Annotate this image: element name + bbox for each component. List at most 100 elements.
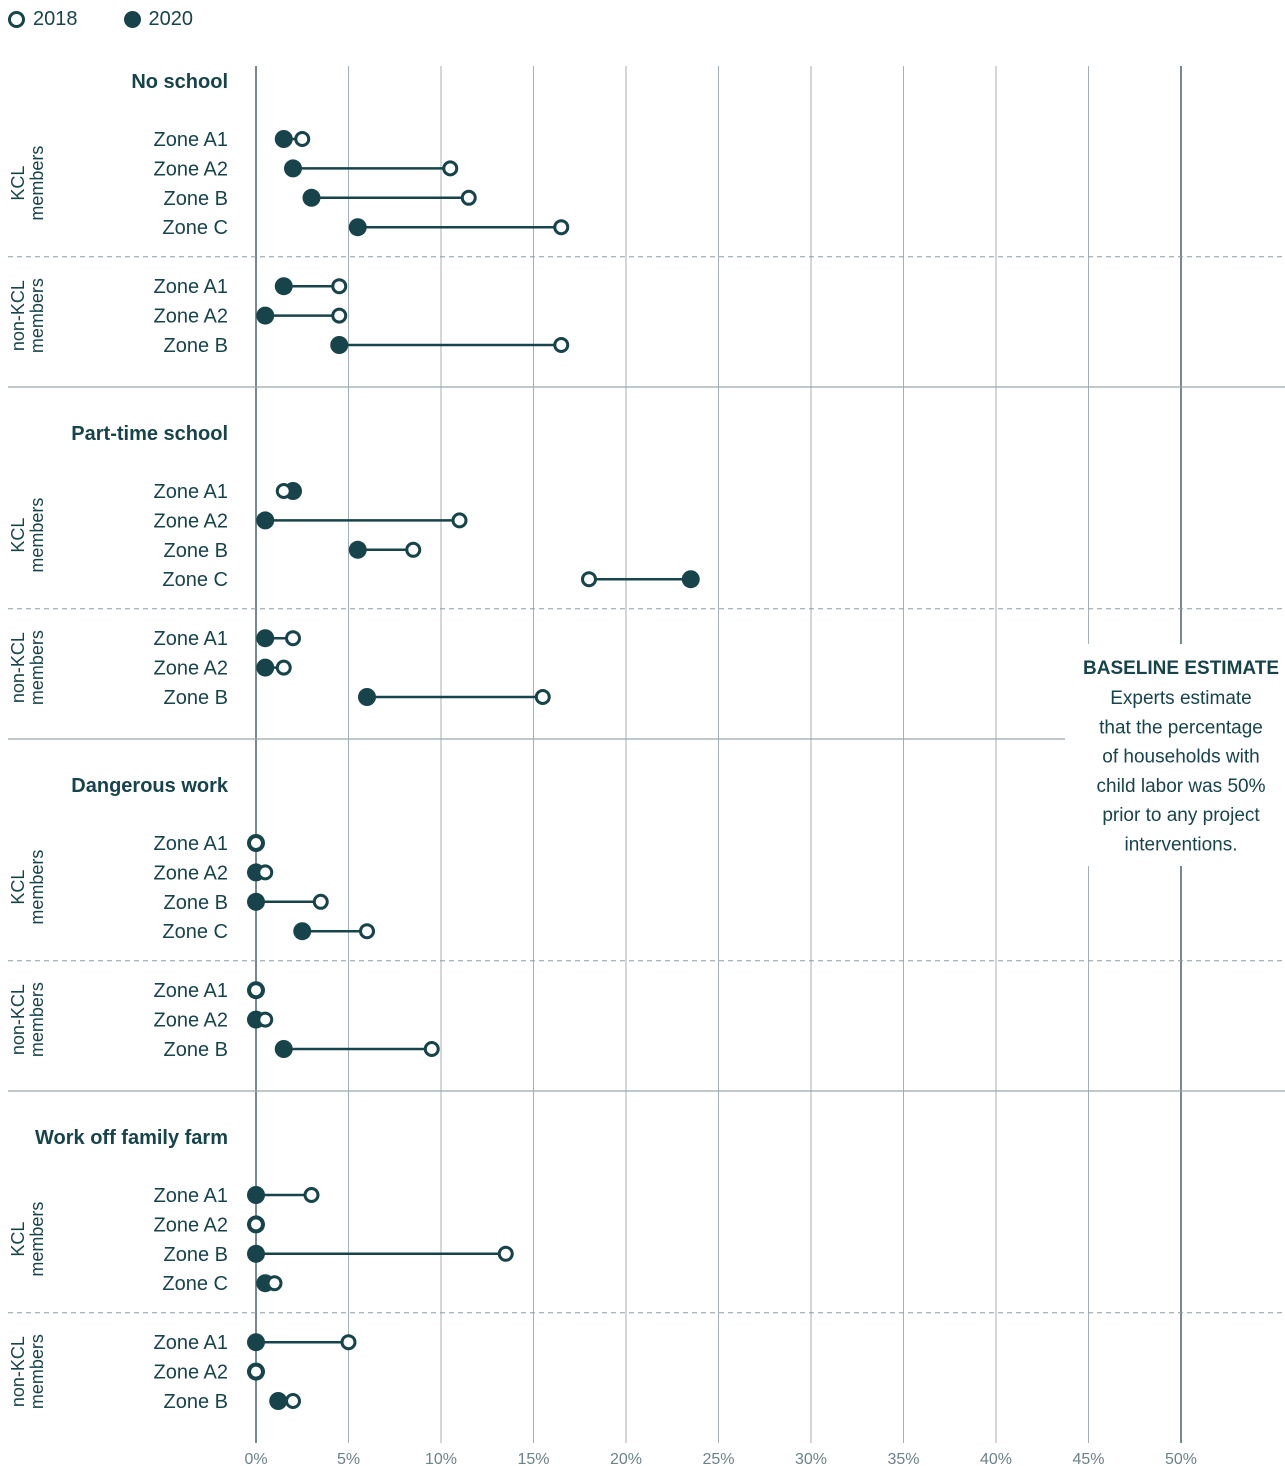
legend: 2018 2020: [8, 8, 193, 31]
zone-label: Zone A1: [153, 481, 228, 503]
zone-label: Zone A1: [153, 276, 228, 298]
annotation-background: [1065, 644, 1285, 866]
group-label-line: non-KCL: [8, 632, 28, 703]
point-2018: [275, 659, 292, 676]
zone-label: Zone A2: [153, 1010, 228, 1032]
point-2020: [247, 1244, 265, 1263]
zone-label: Zone B: [164, 188, 228, 210]
point-2018: [248, 982, 264, 999]
group-label-line: members: [27, 1334, 47, 1409]
point-2020: [256, 306, 275, 325]
zone-label: Zone A1: [153, 129, 228, 151]
point-2018: [460, 189, 477, 206]
point-2018: [257, 864, 274, 881]
point-2018: [405, 541, 422, 558]
point-2020: [681, 570, 700, 589]
point-2018: [257, 1011, 274, 1028]
section-title: Dangerous work: [71, 775, 229, 797]
point-2020: [358, 688, 376, 706]
zone-label: Zone B: [164, 540, 228, 562]
annotation-line: child labor was 50%: [1097, 776, 1266, 797]
annotation-line: Experts estimate: [1110, 688, 1252, 709]
group-label-line: KCL: [8, 166, 28, 201]
zone-label: Zone A2: [153, 158, 228, 180]
point-2020: [247, 1186, 265, 1204]
x-tick-label: 0%: [244, 1451, 267, 1466]
group-label: non-KCLmembers: [8, 630, 47, 705]
zone-label: Zone B: [164, 1039, 228, 1061]
x-tick-label: 30%: [795, 1451, 827, 1466]
zone-label: Zone A1: [153, 1332, 228, 1354]
filled-circle-icon: [123, 11, 141, 28]
point-2020: [293, 922, 312, 941]
point-2020: [247, 892, 265, 911]
point-2018: [248, 1216, 264, 1233]
point-2018: [340, 1334, 357, 1351]
point-2020: [274, 130, 293, 148]
zone-label: Zone A2: [153, 1362, 228, 1384]
group-label-line: KCL: [8, 518, 28, 553]
x-tick-label: 35%: [887, 1451, 919, 1466]
zone-label: Zone C: [162, 569, 228, 591]
point-2020: [256, 658, 275, 677]
point-2020: [274, 1040, 293, 1058]
point-2020: [274, 277, 293, 296]
zone-label: Zone A1: [153, 628, 228, 650]
point-2020: [330, 336, 349, 354]
group-label-line: members: [27, 1202, 47, 1277]
point-2020: [256, 629, 275, 648]
x-tick-label: 20%: [610, 1451, 642, 1466]
group-label: non-KCLmembers: [8, 982, 47, 1057]
x-tick-label: 45%: [1072, 1451, 1104, 1466]
point-2020: [284, 159, 302, 178]
section-title: No school: [131, 71, 228, 93]
point-2020: [256, 511, 275, 530]
x-tick-label: 25%: [702, 1451, 734, 1466]
point-2020: [247, 1333, 265, 1352]
zone-label: Zone A1: [153, 1185, 228, 1207]
legend-item-2018: 2018: [8, 8, 78, 31]
open-circle-icon: [8, 11, 25, 28]
group-label: KCLmembers: [8, 146, 47, 221]
legend-label-2018: 2018: [33, 8, 78, 30]
x-tick-label: 50%: [1165, 1451, 1197, 1466]
point-2018: [285, 1393, 301, 1409]
point-2018: [423, 1041, 440, 1057]
group-label-line: members: [27, 278, 47, 353]
zone-label: Zone C: [162, 217, 228, 239]
x-tick-label: 40%: [980, 1451, 1012, 1466]
point-2018: [359, 923, 375, 940]
group-label: KCLmembers: [8, 1202, 47, 1277]
annotation-line: of households with: [1102, 747, 1259, 768]
point-2018: [303, 1187, 320, 1203]
zone-label: Zone C: [162, 921, 228, 943]
section-title: Part-time school: [71, 423, 228, 445]
labels: 0% 5% 10% 15% 20% 25% 30% 35% 40% 45% 50% No school…: [8, 71, 1197, 1466]
section-title: Work off family farm: [35, 1127, 228, 1149]
group-label-line: members: [27, 146, 47, 221]
zone-label: Zone B: [164, 1391, 228, 1413]
point-2018: [451, 512, 468, 529]
zone-label: Zone A1: [153, 833, 228, 855]
point-2018: [497, 1245, 514, 1262]
point-2020: [269, 1392, 288, 1410]
point-2018: [248, 1363, 264, 1380]
annotation-line: prior to any project: [1102, 805, 1260, 826]
marks: BASELINE ESTIMATE Experts estimate that th…: [247, 130, 1285, 1410]
x-tick-label: 10%: [425, 1451, 457, 1466]
annotation-line: that the percentage: [1099, 717, 1263, 738]
zone-label: Zone B: [164, 1244, 228, 1266]
annotation-title: BASELINE ESTIMATE: [1083, 658, 1279, 679]
zone-label: Zone A2: [153, 306, 228, 328]
point-2018: [275, 483, 292, 499]
annotation-line: interventions.: [1124, 835, 1237, 856]
x-tick-label: 15%: [517, 1451, 549, 1466]
group-label-line: KCL: [8, 1222, 28, 1257]
group-label: KCLmembers: [8, 498, 47, 573]
group-label-line: KCL: [8, 870, 28, 905]
point-2018: [266, 1275, 283, 1292]
point-2018: [553, 337, 570, 353]
point-2018: [581, 571, 597, 588]
point-2018: [331, 278, 348, 295]
